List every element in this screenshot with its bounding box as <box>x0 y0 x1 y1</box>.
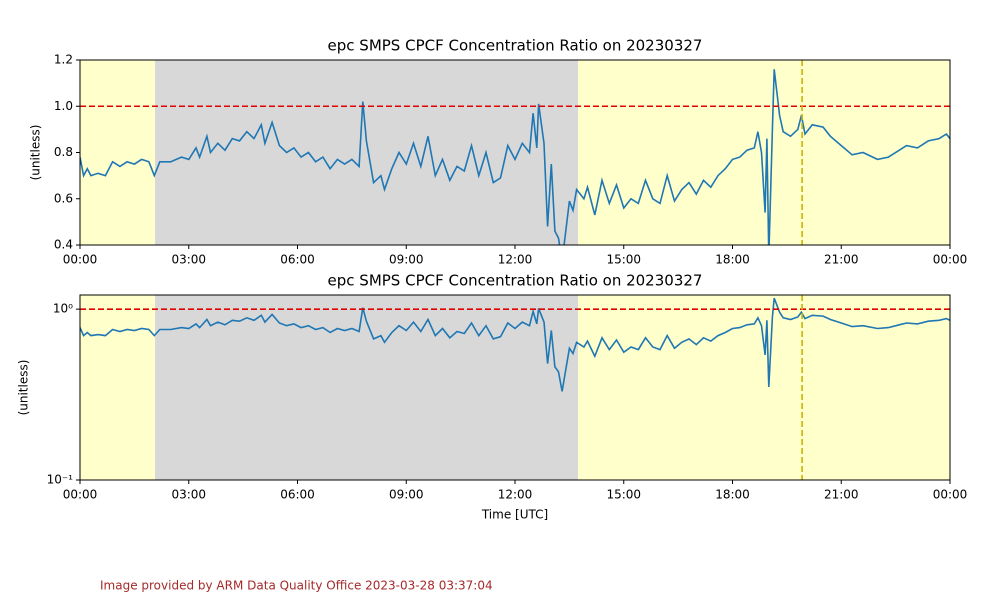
x-tick-label: 00:00 <box>63 253 98 267</box>
x-tick-label: 06:00 <box>280 488 315 502</box>
x-tick-label: 09:00 <box>389 253 424 267</box>
shaded-span <box>578 295 950 480</box>
x-tick-label: 15:00 <box>606 253 641 267</box>
y-tick-label: 1.2 <box>54 53 73 67</box>
x-tick-label: 03:00 <box>171 253 206 267</box>
x-tick-label: 12:00 <box>498 488 533 502</box>
x-tick-label: 03:00 <box>171 488 206 502</box>
x-tick-label: 21:00 <box>824 488 859 502</box>
x-tick-label: 00:00 <box>63 488 98 502</box>
shaded-span <box>578 60 950 245</box>
y-tick-label: 0.8 <box>54 145 73 159</box>
x-tick-label: 18:00 <box>715 253 750 267</box>
x-tick-label: 09:00 <box>389 488 424 502</box>
x-axis-label: Time [UTC] <box>481 508 548 522</box>
y-tick-label: 0.6 <box>54 191 73 205</box>
x-tick-label: 00:00 <box>933 488 968 502</box>
x-tick-label: 00:00 <box>933 253 968 267</box>
chart-title: epc SMPS CPCF Concentration Ratio on 202… <box>328 37 703 55</box>
shaded-span <box>80 295 156 480</box>
footer: Image provided by ARM Data Quality Offic… <box>100 579 493 593</box>
y-axis-label: (unitless) <box>29 125 43 181</box>
y-tick-label: 10⁰ <box>53 302 73 316</box>
x-tick-label: 12:00 <box>498 253 533 267</box>
x-tick-label: 18:00 <box>715 488 750 502</box>
x-tick-label: 21:00 <box>824 253 859 267</box>
shaded-span <box>80 60 156 245</box>
y-tick-label: 1.0 <box>54 99 73 113</box>
shaded-span <box>155 295 579 480</box>
x-tick-label: 06:00 <box>280 253 315 267</box>
y-tick-label: 10⁻¹ <box>47 473 74 487</box>
data-line <box>80 297 950 392</box>
shaded-span <box>155 60 579 245</box>
chart-title: epc SMPS CPCF Concentration Ratio on 202… <box>328 272 703 290</box>
y-axis-label: (unitless) <box>17 360 31 416</box>
y-tick-label: 0.4 <box>54 238 73 252</box>
data-line <box>80 69 950 245</box>
x-tick-label: 15:00 <box>606 488 641 502</box>
